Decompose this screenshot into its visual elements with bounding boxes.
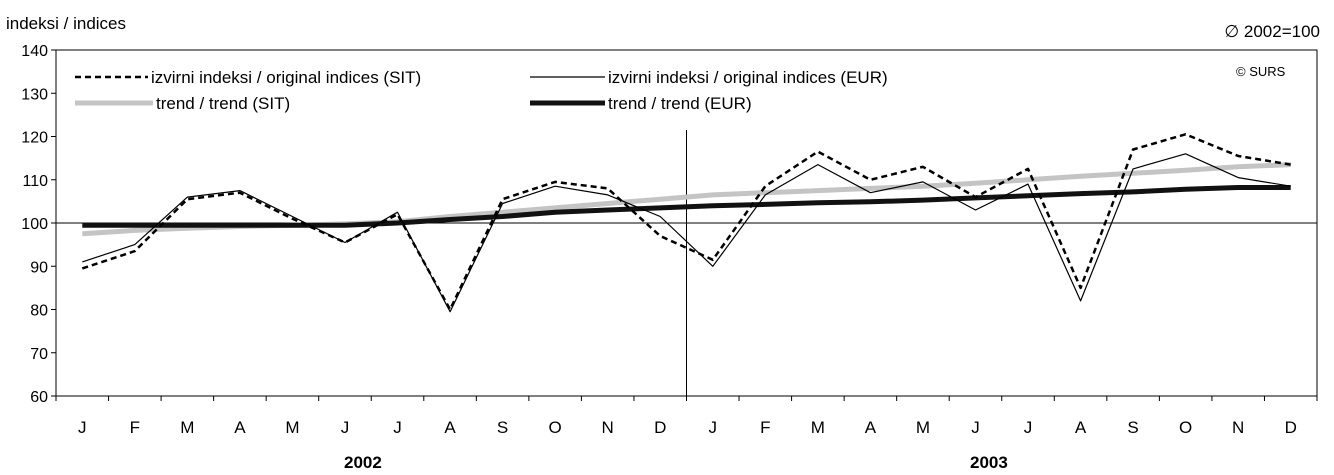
x-tick-label: N [1232,418,1244,437]
x-tick-label: J [341,418,350,437]
x-tick-label: M [180,418,194,437]
x-tick-label: F [760,418,770,437]
y-tick-label: 130 [21,86,48,103]
base-year-note: ∅ 2002=100 [1224,22,1320,41]
x-tick-label: N [602,418,614,437]
x-tick-label: J [78,418,87,437]
year-label-2003: 2003 [970,453,1008,472]
y-tick-label: 60 [30,389,48,406]
x-tick-label: M [916,418,930,437]
y-tick-label: 110 [22,173,48,190]
y-tick-label: 80 [30,303,48,320]
y-axis-label: indeksi / indices [6,14,127,33]
legend-label-4: trend / trend (EUR) [608,94,752,113]
y-axis-ticks: 60 70 80 90 100 110 120 130 140 [21,43,56,406]
x-tick-label: M [811,418,825,437]
x-tick-label: J [971,418,980,437]
x-tick-label: S [1127,418,1138,437]
x-tick-label: D [654,418,666,437]
series-line-1 [81,133,1291,311]
x-tick-label: J [1024,418,1033,437]
y-tick-label: 70 [30,346,48,363]
x-tick-label: A [865,418,877,437]
year-label-2002: 2002 [344,453,382,472]
y-tick-label: 100 [21,216,48,233]
x-tick-label: J [709,418,718,437]
copyright-note: © SURS [1236,64,1286,79]
y-tick-label: 120 [21,130,48,147]
x-tick-label: D [1285,418,1297,437]
series-line-2 [82,153,1291,313]
x-tick-label: A [1075,418,1087,437]
legend-label-3: trend / trend (SIT) [156,94,290,113]
x-tick-label: A [444,418,456,437]
x-tick-label: A [234,418,246,437]
y-tick-label: 140 [21,43,48,60]
series-lines [81,133,1291,313]
x-tick-label: J [393,418,402,437]
legend-label-1: izvirni indeksi / original indices (SIT) [151,68,421,87]
y-tick-label: 90 [30,259,48,276]
series-line-4 [82,185,1291,228]
legend: izvirni indeksi / original indices (SIT)… [75,68,888,113]
x-tick-label: S [497,418,508,437]
x-tick-label: M [285,418,299,437]
x-tick-label: O [1179,418,1192,437]
legend-label-2: izvirni indeksi / original indices (EUR) [608,68,888,87]
x-tick-label: O [549,418,562,437]
x-tick-label: F [130,418,140,437]
